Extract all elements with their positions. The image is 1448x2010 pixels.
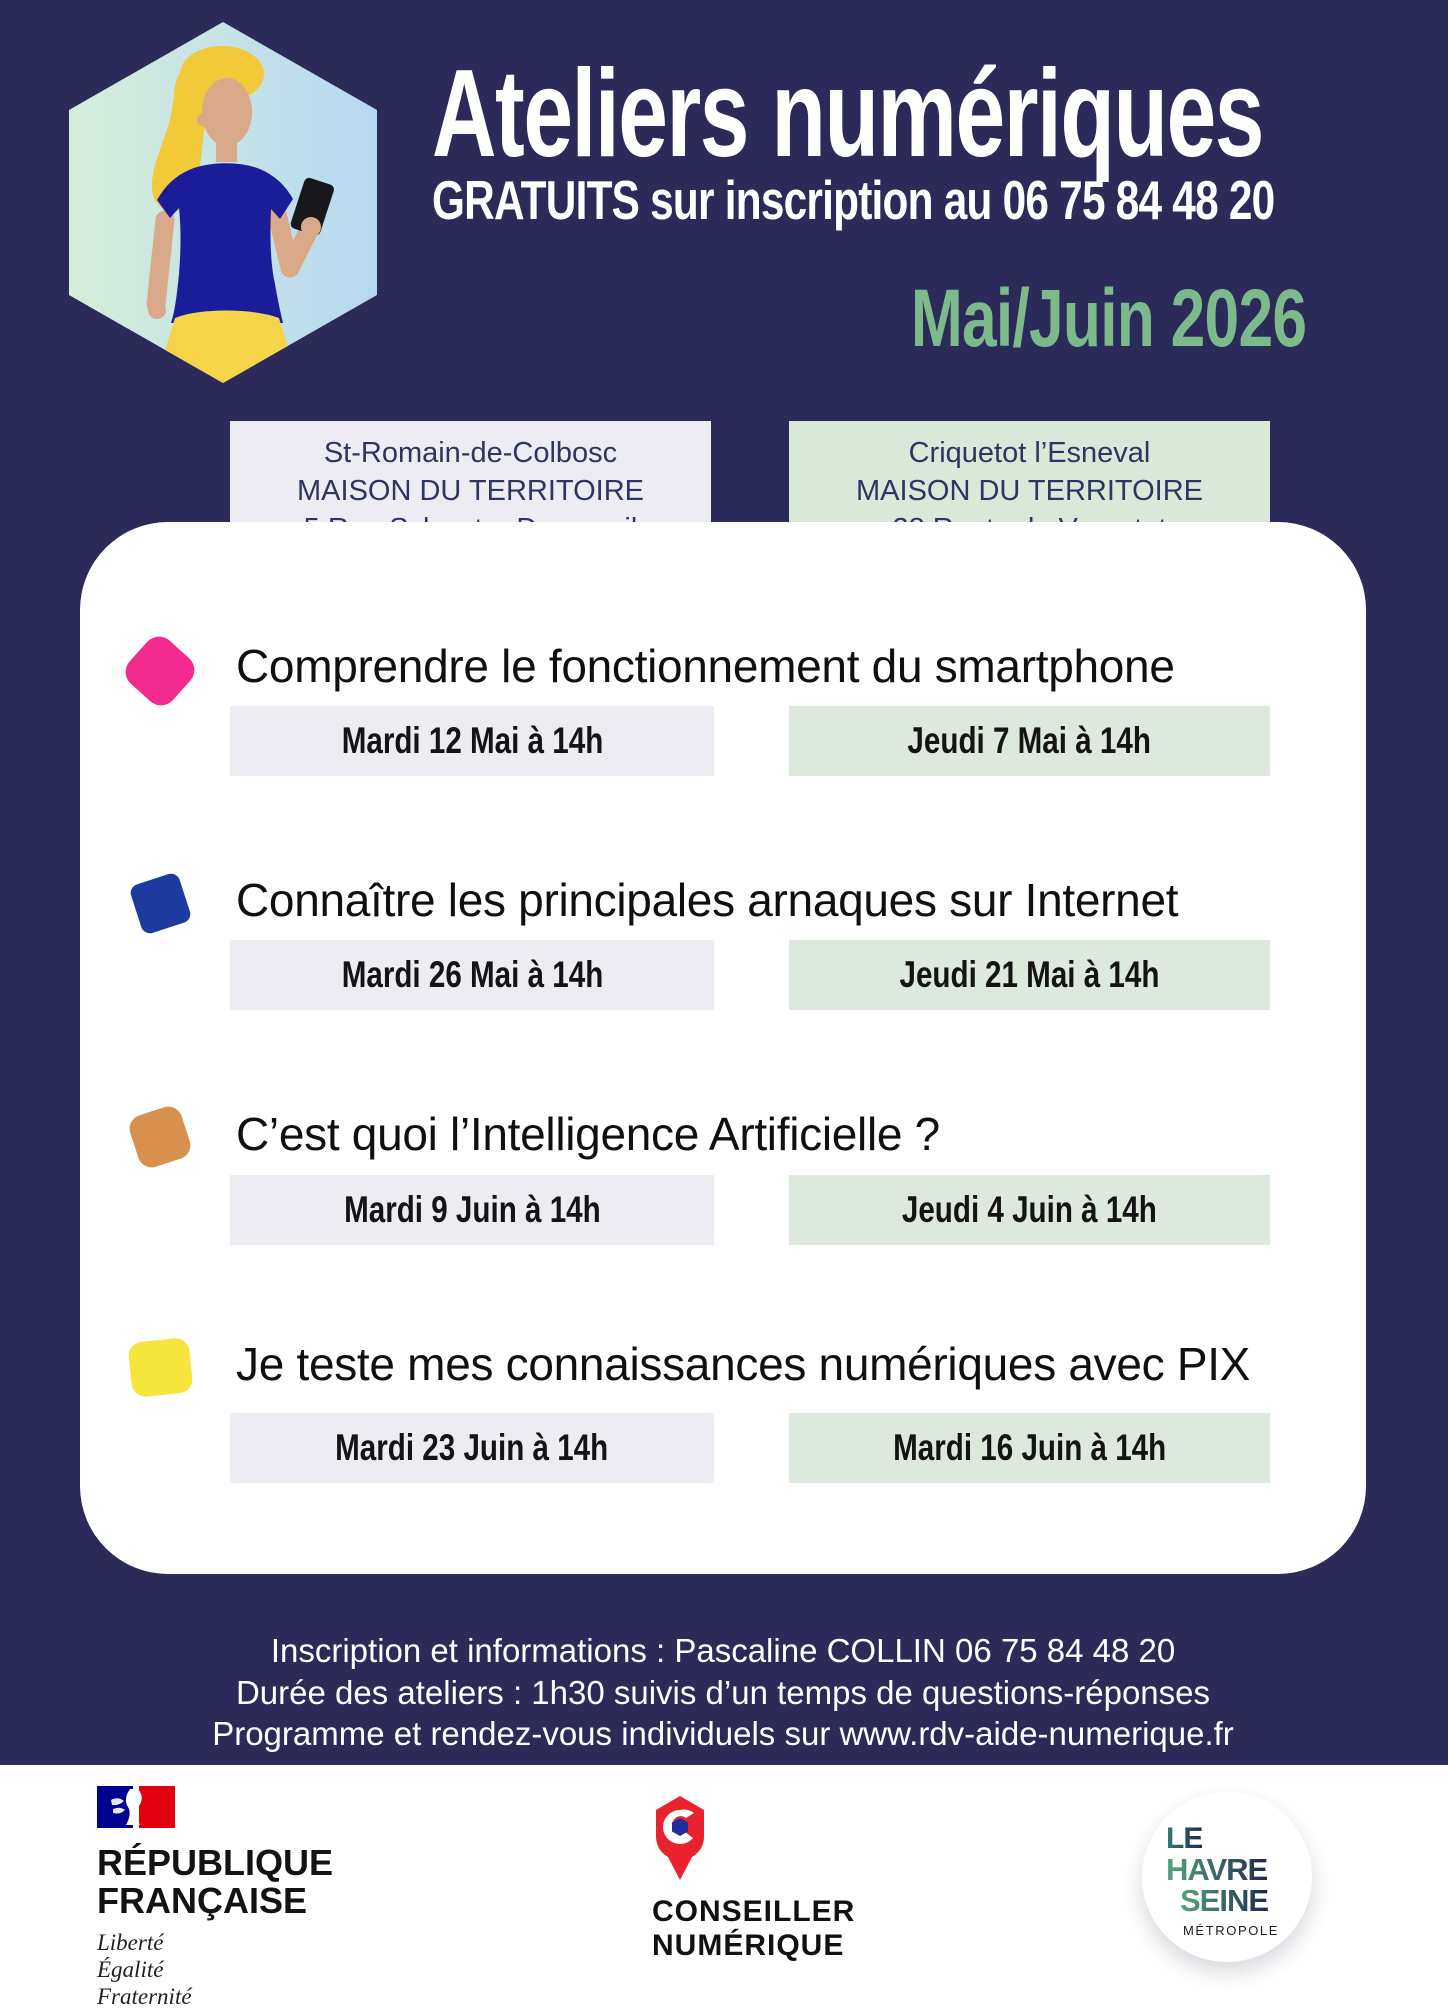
woman-hand-right (301, 217, 321, 237)
map-pin-icon (656, 1796, 704, 1880)
workshop-title-ia: C’est quoi l’Intelligence Artificielle ? (236, 1108, 940, 1160)
lehavre-word-metropole: MÉTROPOLE (1183, 1923, 1280, 1938)
date-label: Jeudi 7 Mai à 14h (907, 720, 1152, 761)
woman-neck (216, 136, 237, 162)
woman-hand-left (148, 301, 166, 319)
french-flag-marianne-icon (97, 1786, 175, 1828)
date-label: Mardi 26 Mai à 14h (341, 954, 603, 995)
date-box-criquetot-pix: Mardi 16 Juin à 14h (789, 1413, 1270, 1483)
woman-smartphone-illustration (69, 22, 377, 383)
footer-line-inscription: Inscription et informations : Pascaline … (270, 1632, 1176, 1669)
workshops-card: Comprendre le fonctionnement du smartpho… (80, 522, 1366, 1574)
workshop-title-arnaques: Connaître les principales arnaques sur I… (236, 874, 1179, 926)
footer-line-duree: Durée des ateliers : 1h30 suivis d’un te… (235, 1673, 1211, 1711)
footer-line-programme: Programme et rendez-vous individuels sur… (212, 1715, 1234, 1752)
poster-period: Mai/Juin 2026 (910, 273, 1307, 364)
orange-square-icon (125, 1102, 195, 1172)
date-label: Mardi 23 Juin à 14h (335, 1427, 609, 1468)
yellow-square-icon (127, 1336, 194, 1399)
motto-egalite: Égalité (97, 1957, 164, 1982)
poster-period-row: Mai/Juin 2026 (432, 272, 1307, 366)
motto-liberte: Liberté (97, 1930, 164, 1955)
location-city: Criquetot l’Esneval (908, 437, 1151, 469)
lehavre-word-le: LE (1166, 1822, 1203, 1855)
workshop-title-smartphone: Comprendre le fonctionnement du smartpho… (236, 640, 1175, 692)
republique-line2: FRANÇAISE (97, 1880, 308, 1921)
location-city: St-Romain-de-Colbosc (323, 437, 618, 469)
location-venue: MAISON DU TERRITOIRE (856, 475, 1203, 507)
footer-info: Inscription et informations : Pascaline … (80, 1630, 1366, 1755)
location-venue: MAISON DU TERRITOIRE (297, 475, 644, 507)
blue-square-icon (128, 871, 193, 936)
poster-subtitle: GRATUITS sur inscription au 06 75 84 48 … (432, 169, 1275, 231)
lehavre-word-havre: HAVRE (1166, 1852, 1268, 1887)
woman-ear (197, 114, 209, 126)
poster-title: Ateliers numériques (432, 45, 1264, 183)
motto-fraternite: Fraternité (97, 1984, 192, 2009)
republique-motto: Liberté Égalité Fraternité (97, 1929, 417, 2010)
date-box-st-romain-smartphone: Mardi 12 Mai à 14h (230, 706, 714, 776)
date-label: Mardi 16 Juin à 14h (892, 1427, 1167, 1468)
pink-diamond-icon (119, 630, 201, 712)
woman-face (202, 78, 252, 146)
conseiller-line1: CONSEILLER (652, 1895, 856, 1928)
lehavre-word-seine: SEINE (1180, 1883, 1269, 1918)
date-label: Jeudi 21 Mai à 14h (899, 954, 1160, 995)
date-label: Mardi 12 Mai à 14h (341, 720, 603, 761)
woman-shirt (157, 163, 293, 323)
republique-francaise-logo: RÉPUBLIQUE FRANÇAISE Liberté Égalité Fra… (97, 1786, 417, 2010)
republique-line1: RÉPUBLIQUE (97, 1842, 334, 1883)
date-box-criquetot-arnaques: Jeudi 21 Mai à 14h (789, 940, 1270, 1010)
date-box-st-romain-pix: Mardi 23 Juin à 14h (230, 1413, 714, 1483)
date-box-st-romain-arnaques: Mardi 26 Mai à 14h (230, 940, 714, 1010)
date-label: Mardi 9 Juin à 14h (343, 1189, 601, 1230)
woman-skirt (155, 310, 299, 383)
date-box-st-romain-ia: Mardi 9 Juin à 14h (230, 1175, 714, 1245)
workshop-title-pix: Je teste mes connaissances numériques av… (236, 1338, 1251, 1390)
conseiller-line2: NUMÉRIQUE (652, 1929, 845, 1962)
woman-arms (146, 204, 319, 314)
smartphone (290, 177, 334, 236)
le-havre-seine-metropole-logo: LE HAVRE SEINE MÉTROPOLE (1142, 1792, 1312, 1962)
date-box-criquetot-ia: Jeudi 4 Juin à 14h (789, 1175, 1270, 1245)
date-label: Jeudi 4 Juin à 14h (901, 1189, 1157, 1230)
conseiller-numerique-logo: CONSEILLER NUMÉRIQUE (652, 1794, 872, 1963)
date-box-criquetot-smartphone: Jeudi 7 Mai à 14h (789, 706, 1270, 776)
